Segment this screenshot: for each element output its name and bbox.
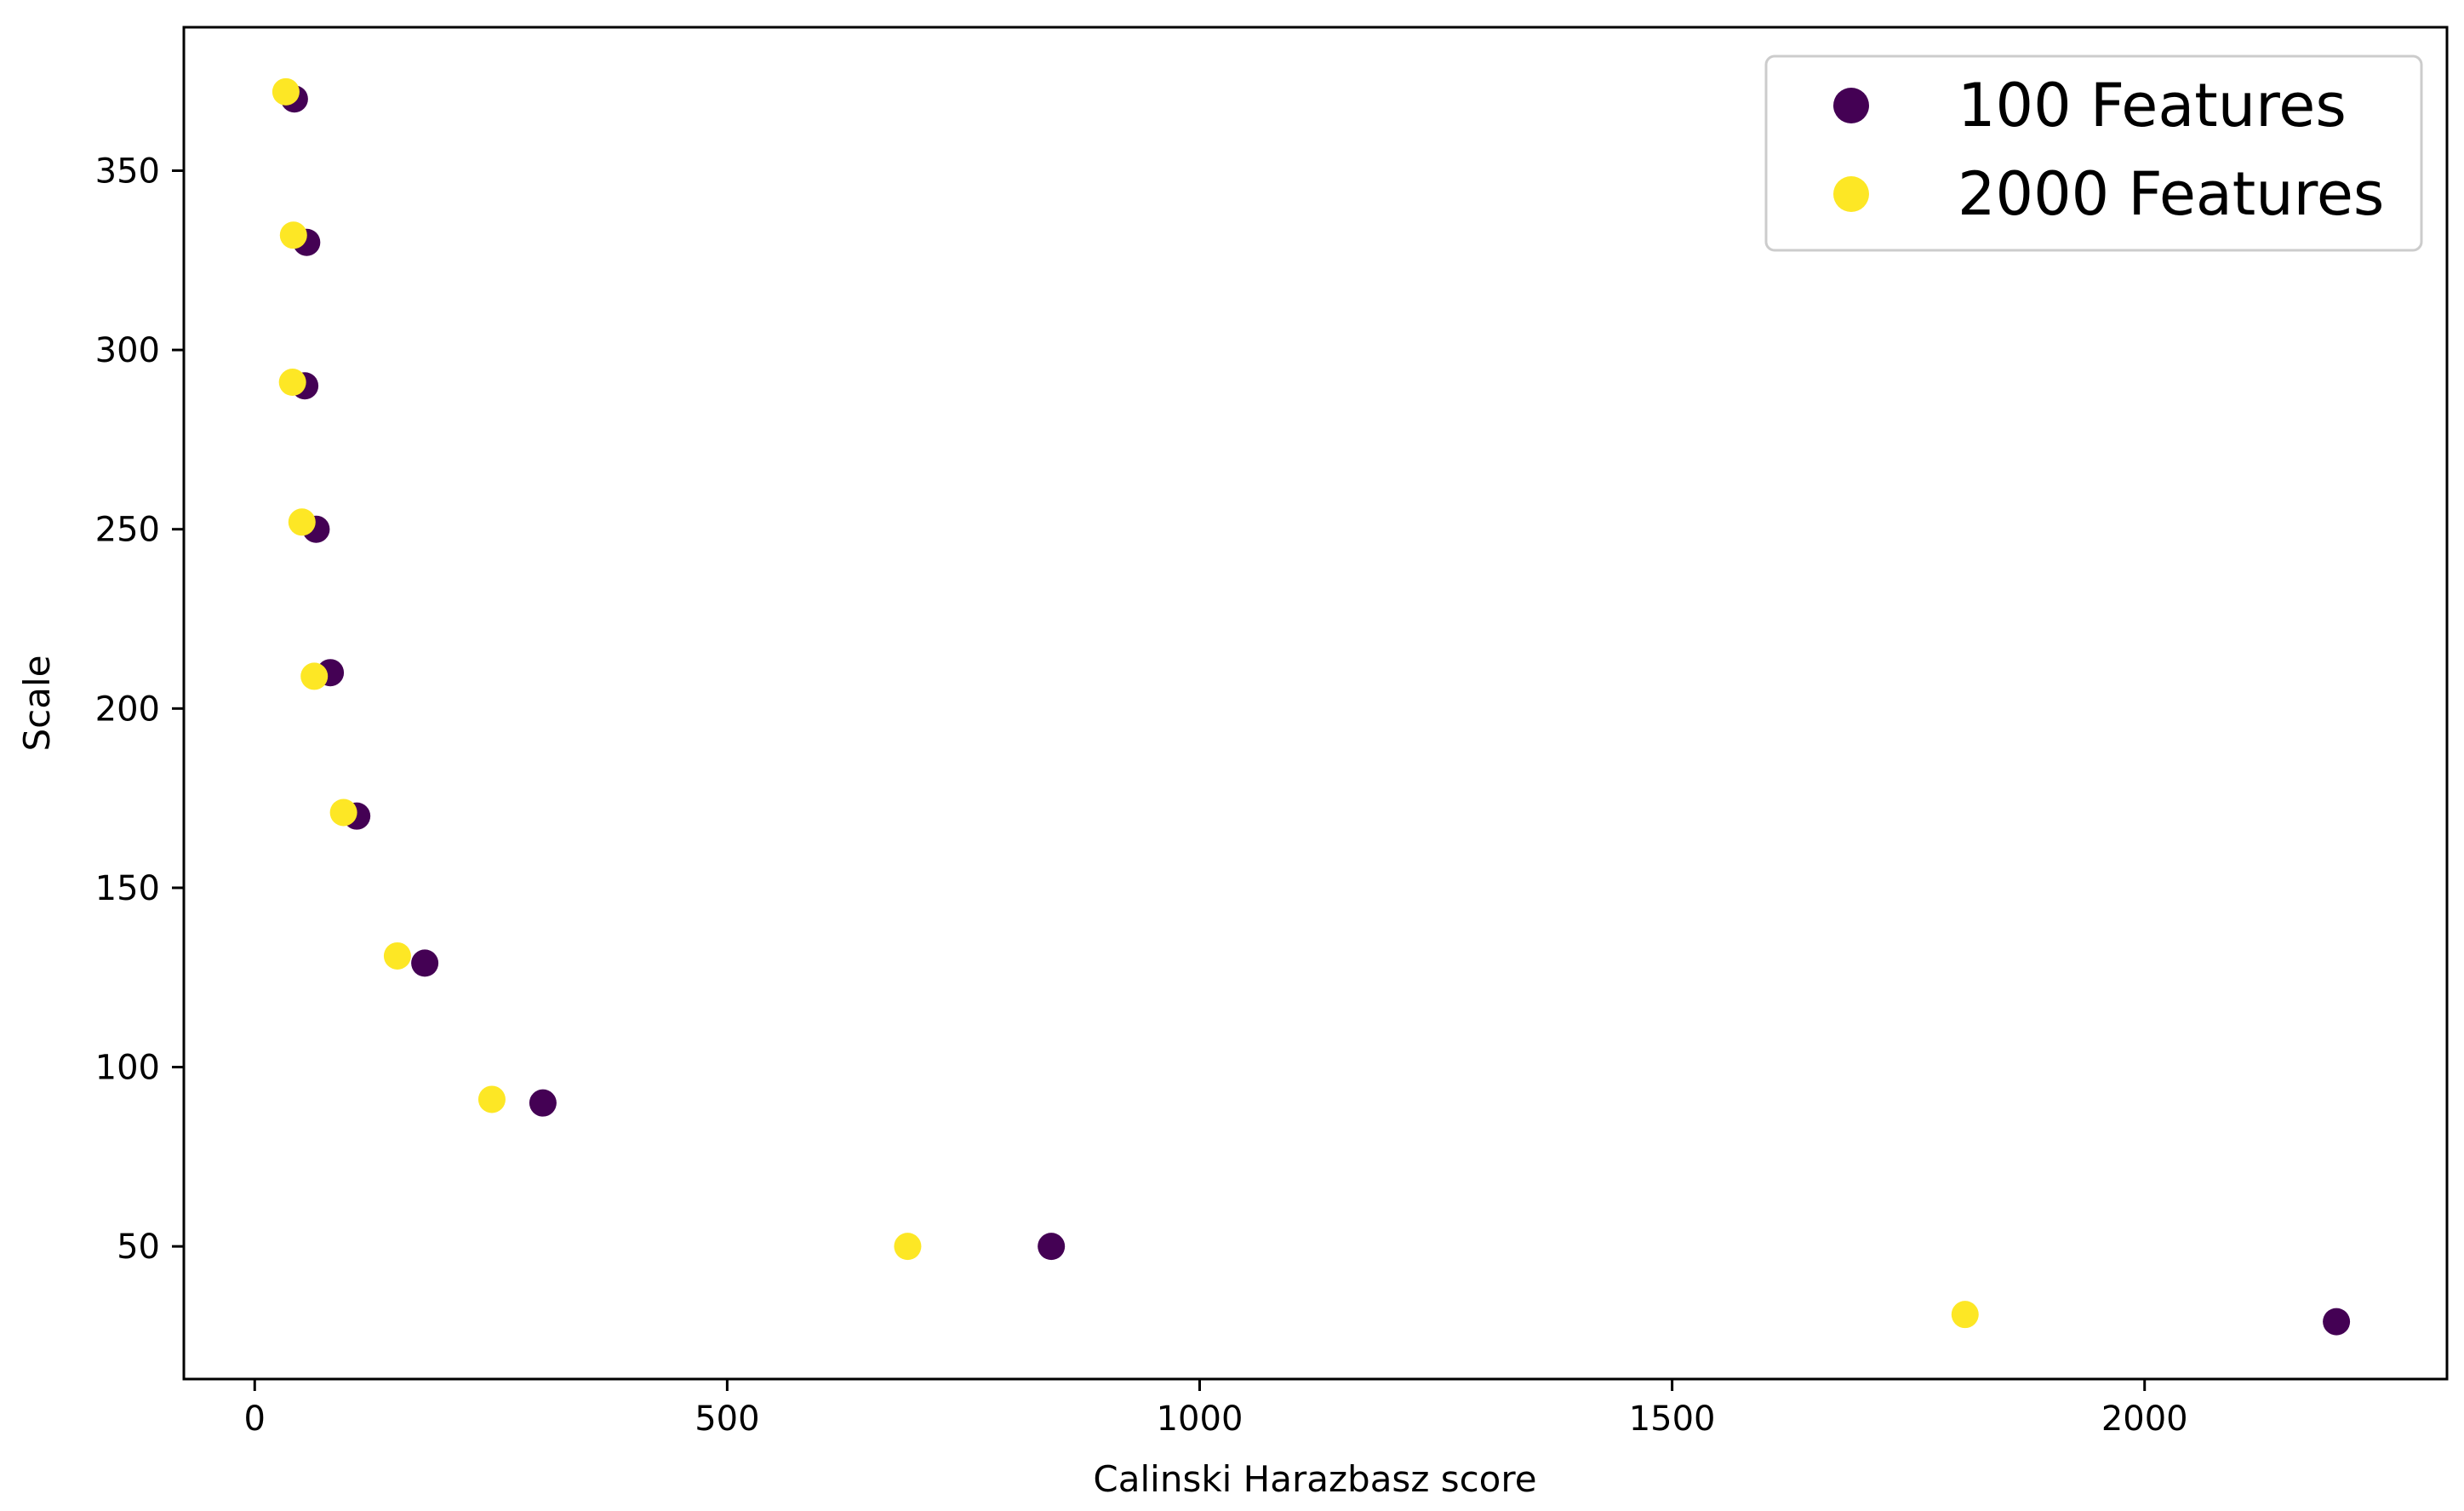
legend-box (1764, 54, 2423, 252)
data-point-2000-features (278, 369, 306, 397)
legend: 100 Features 2000 Features (1764, 54, 2423, 252)
x-tick-label: 1000 (1157, 1399, 1243, 1439)
legend-marker-2000-features (1833, 176, 1869, 212)
plot-frame (182, 26, 2449, 1381)
x-tick-label: 500 (695, 1399, 759, 1439)
data-point-100-features (529, 1089, 557, 1117)
y-axis-ticks: 50 100 150 200 250 300 350 (95, 152, 184, 1267)
data-point-2000-features (477, 1085, 506, 1113)
data-point-2000-features (272, 77, 300, 106)
y-axis-label: Scale (16, 655, 58, 752)
x-axis-label: Calinski Harazbasz score (1093, 1458, 1536, 1500)
y-tick-label: 250 (95, 511, 160, 550)
data-point-100-features (411, 949, 439, 977)
y-tick-label: 200 (95, 690, 160, 729)
y-tick-label: 50 (117, 1228, 160, 1267)
data-points (272, 77, 2351, 1336)
data-point-100-features (1038, 1233, 1066, 1261)
y-tick-label: 350 (95, 152, 160, 191)
data-point-2000-features (383, 942, 411, 970)
legend-marker-100-features (1833, 88, 1869, 123)
legend-label-100-features: 100 Features (1958, 71, 2347, 140)
data-point-100-features (2323, 1308, 2351, 1336)
data-point-2000-features (1951, 1301, 1979, 1329)
data-point-2000-features (279, 221, 307, 249)
x-tick-label: 1500 (1629, 1399, 1716, 1439)
x-tick-label: 0 (244, 1399, 266, 1439)
x-tick-label: 2000 (2101, 1399, 2188, 1439)
data-point-2000-features (329, 798, 357, 827)
x-axis-ticks: 0 500 1000 1500 2000 (244, 1379, 2188, 1439)
y-tick-label: 150 (95, 869, 160, 908)
data-point-2000-features (894, 1233, 922, 1261)
y-tick-label: 300 (95, 331, 160, 370)
legend-label-2000-features: 2000 Features (1958, 159, 2384, 229)
data-point-2000-features (288, 508, 316, 536)
y-tick-label: 100 (95, 1049, 160, 1088)
data-point-2000-features (300, 662, 329, 690)
